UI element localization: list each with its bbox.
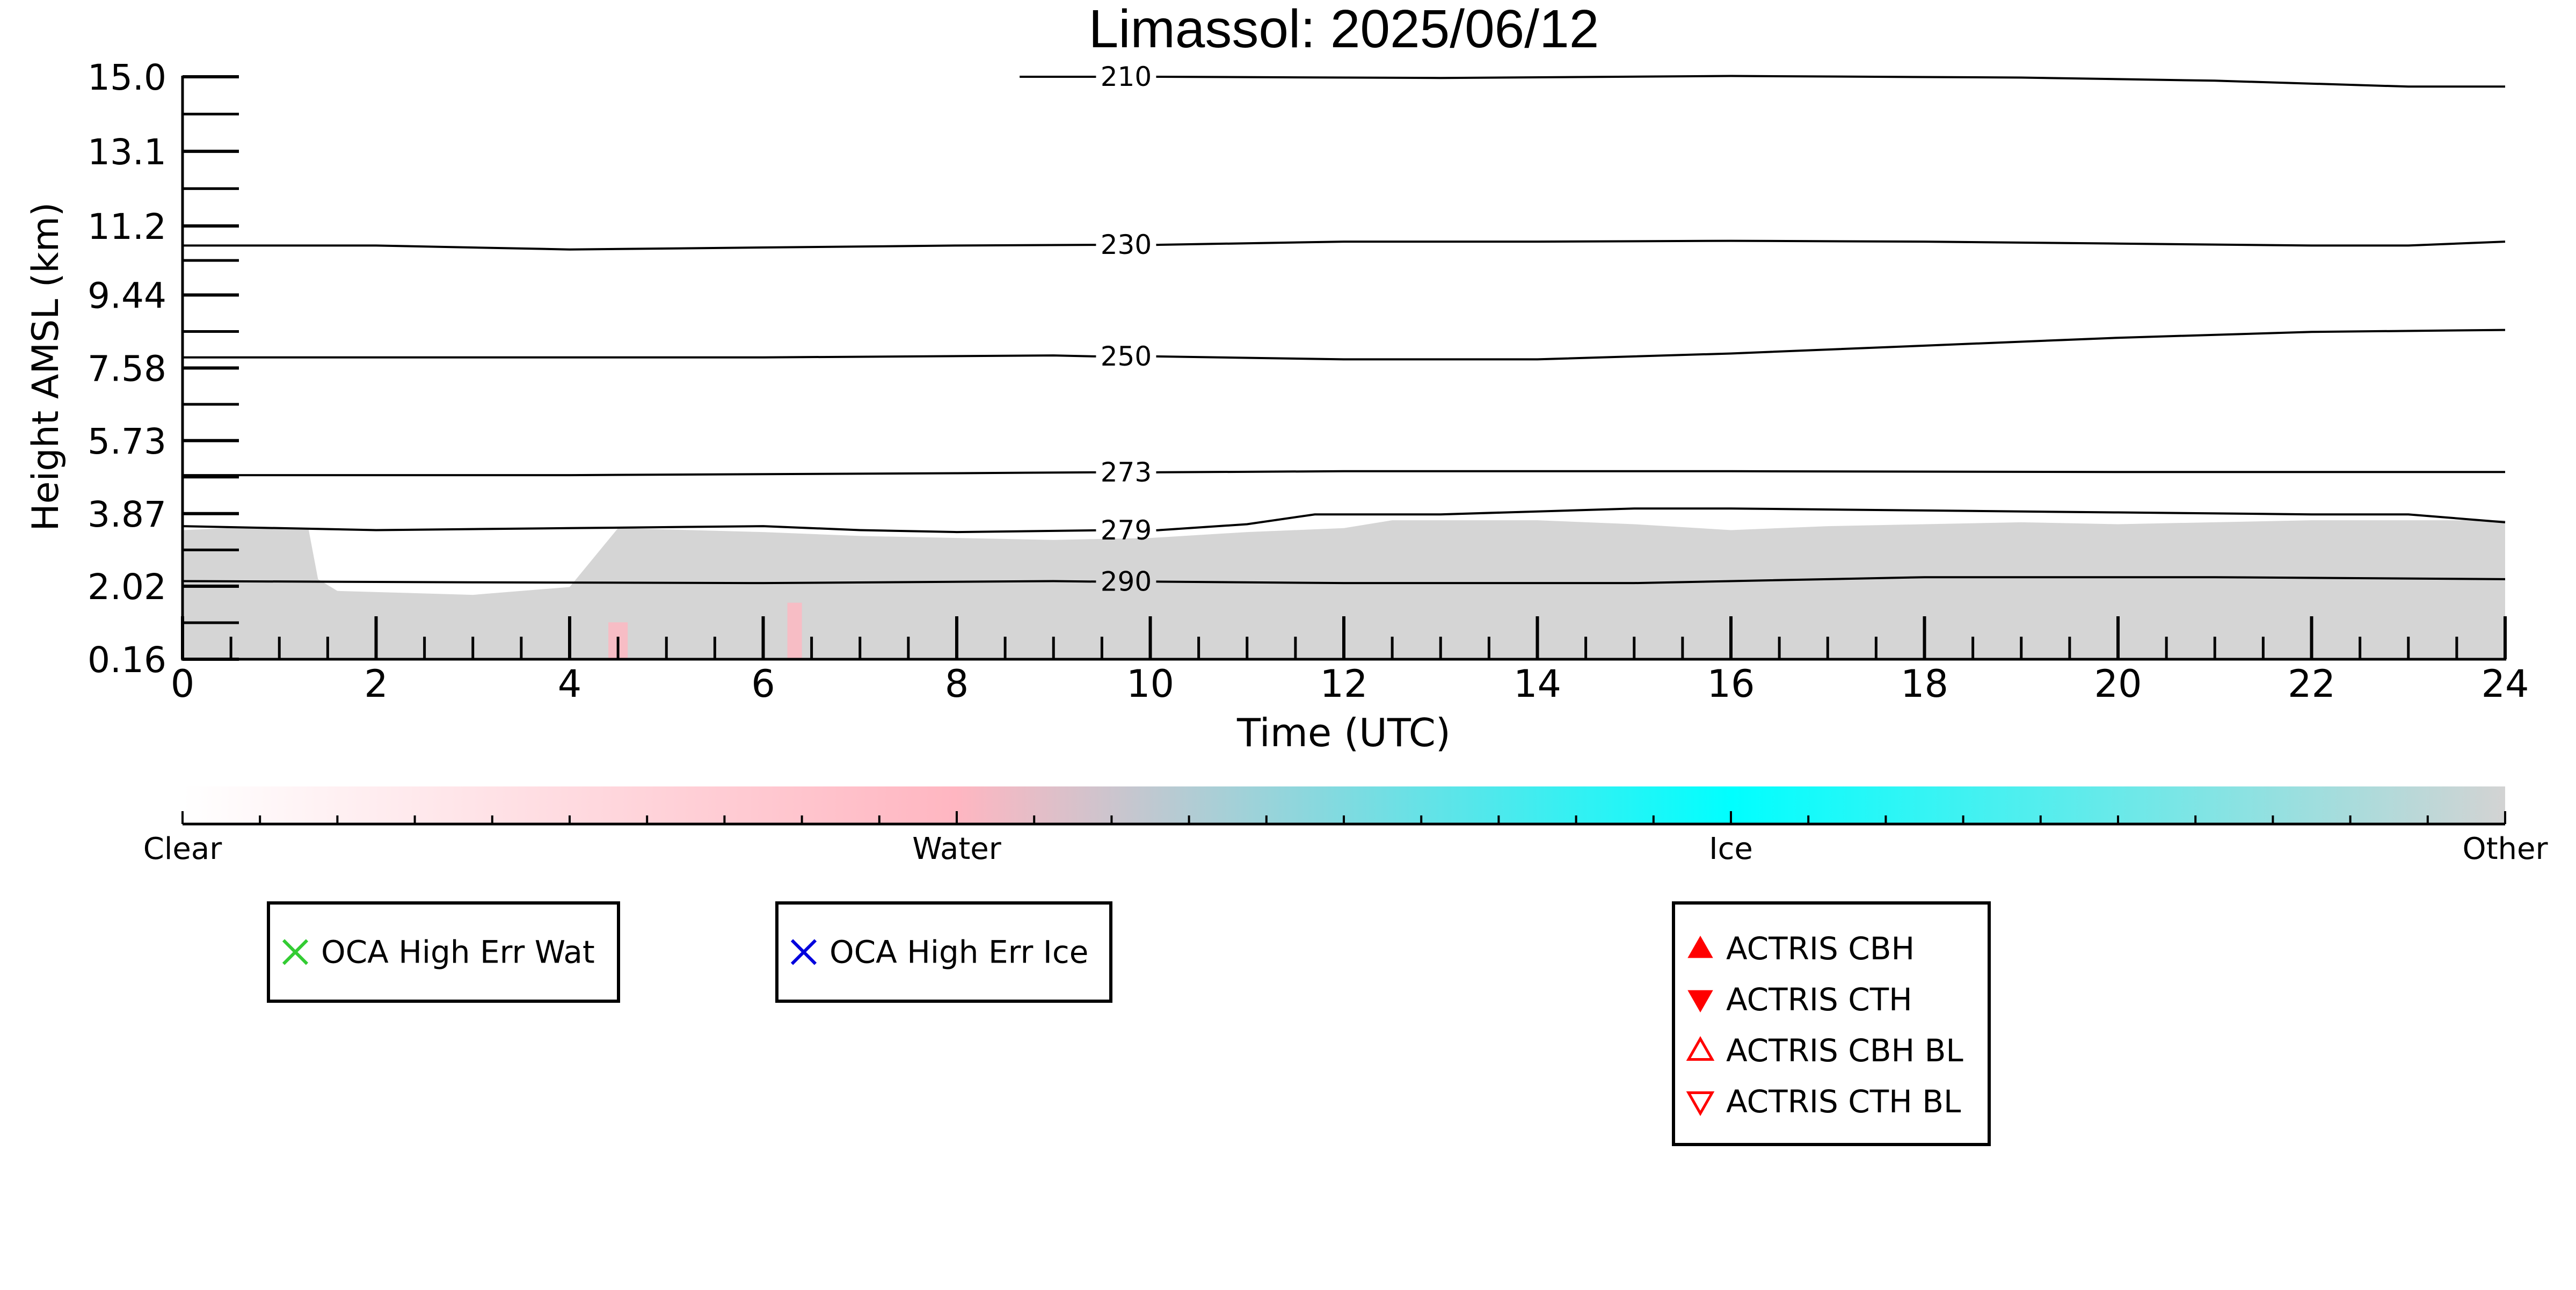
- contour-230-line: [1156, 239, 2506, 247]
- legend-frame: [267, 901, 620, 1003]
- x-tick-label: 24: [2481, 662, 2529, 706]
- legend-item: ACTRIS CBH: [1687, 930, 1915, 967]
- contour-250-line: [183, 354, 1096, 359]
- colorbar-label-water: Water: [912, 832, 1002, 866]
- triangle-down-open-icon: [1686, 1091, 1715, 1117]
- y-tick-label: 5.73: [88, 421, 166, 462]
- contour-273-line: [1156, 470, 2505, 473]
- contour-label-230: 230: [1101, 229, 1152, 260]
- y-tick-label: 2.02: [88, 566, 166, 608]
- contour-label-273: 273: [1101, 457, 1152, 488]
- y-tick-label: 0.16: [88, 639, 166, 681]
- legend-item: OCA High Err Ice: [790, 934, 1088, 971]
- contour-273-line: [183, 471, 1096, 477]
- legend-item: ACTRIS CBH BL: [1686, 1032, 1963, 1069]
- x-tick-label: 16: [1707, 662, 1755, 706]
- triangle-up-open-icon: [1686, 1036, 1715, 1061]
- legend-box-1: OCA High Err Wat: [267, 901, 620, 1003]
- contour-label-279: 279: [1101, 515, 1152, 546]
- legend-box-2: OCA High Err Ice: [775, 901, 1112, 1003]
- x-icon: [282, 939, 309, 965]
- y-tick-label: 15.0: [88, 57, 166, 98]
- legend-item: OCA High Err Wat: [282, 934, 595, 971]
- y-axis-label: Height AMSL (km): [25, 202, 67, 531]
- contour-230-line: [183, 244, 1096, 251]
- legend-item-label: OCA High Err Ice: [829, 934, 1088, 971]
- contour-210-line: [1156, 75, 2505, 88]
- x-tick-label: 10: [1126, 662, 1174, 706]
- x-tick-label: 0: [171, 662, 195, 706]
- x-tick-label: 12: [1320, 662, 1367, 706]
- contour-290-line: [182, 580, 1096, 585]
- contour-label-290: 290: [1101, 566, 1152, 597]
- legend-item-label: ACTRIS CTH: [1726, 981, 1912, 1018]
- y-tick-label: 9.44: [88, 275, 166, 317]
- legend-item: ACTRIS CTH BL: [1686, 1083, 1961, 1120]
- x-tick-label: 4: [558, 662, 582, 706]
- contour-label-210: 210: [1101, 61, 1152, 92]
- legend-item-label: OCA High Err Wat: [321, 934, 595, 971]
- y-tick-label: 7.58: [88, 348, 166, 390]
- x-axis-label: Time (UTC): [1236, 710, 1451, 755]
- legend-item-label: ACTRIS CTH BL: [1726, 1083, 1961, 1120]
- legend-box-3: ACTRIS CBH ACTRIS CTH ACTRIS CBH BL ACTRIS …: [1672, 901, 1991, 1146]
- chart-title: Limassol: 2025/06/12: [1089, 0, 1599, 59]
- contour-290-line: [1156, 576, 2506, 585]
- x-tick-label: 14: [1513, 662, 1561, 706]
- y-tick-label: 13.1: [88, 132, 166, 173]
- contour-label-250: 250: [1101, 341, 1152, 372]
- legend-item: ACTRIS CTH: [1687, 981, 1912, 1018]
- x-icon: [790, 939, 817, 965]
- x-tick-label: 20: [2094, 662, 2142, 706]
- legend-frame: [1672, 901, 1991, 1146]
- triangle-up-filled-icon: [1687, 935, 1713, 958]
- legend-frame: [775, 901, 1112, 1003]
- x-tick-label: 2: [364, 662, 388, 706]
- x-tick-label: 6: [751, 662, 775, 706]
- colorbar-label-clear: Clear: [143, 832, 222, 866]
- colorbar-label-other: Other: [2462, 832, 2548, 866]
- water-patch-2: [787, 602, 802, 659]
- x-tick-label: 8: [945, 662, 969, 706]
- contour-279-line: [1156, 507, 2506, 531]
- contour-279-line: [182, 525, 1096, 534]
- y-tick-label: 11.2: [88, 206, 166, 247]
- x-tick-label: 18: [1901, 662, 1948, 706]
- x-tick-label: 22: [2288, 662, 2335, 706]
- triangle-down-filled-icon: [1687, 990, 1713, 1013]
- y-tick-label: 3.87: [88, 494, 166, 535]
- colorbar: Clear Water Ice Other: [143, 786, 2548, 866]
- temperature-contours: 210 230 250 273 279 290: [182, 61, 2506, 597]
- legends: OCA High Err Wat OCA High Err Ice ACTRIS C…: [267, 901, 1991, 1146]
- legend-item-label: ACTRIS CBH BL: [1726, 1032, 1963, 1069]
- contour-250-line: [1156, 329, 2506, 361]
- colorbar-label-ice: Ice: [1709, 832, 1753, 866]
- legend-item-label: ACTRIS CBH: [1726, 930, 1915, 967]
